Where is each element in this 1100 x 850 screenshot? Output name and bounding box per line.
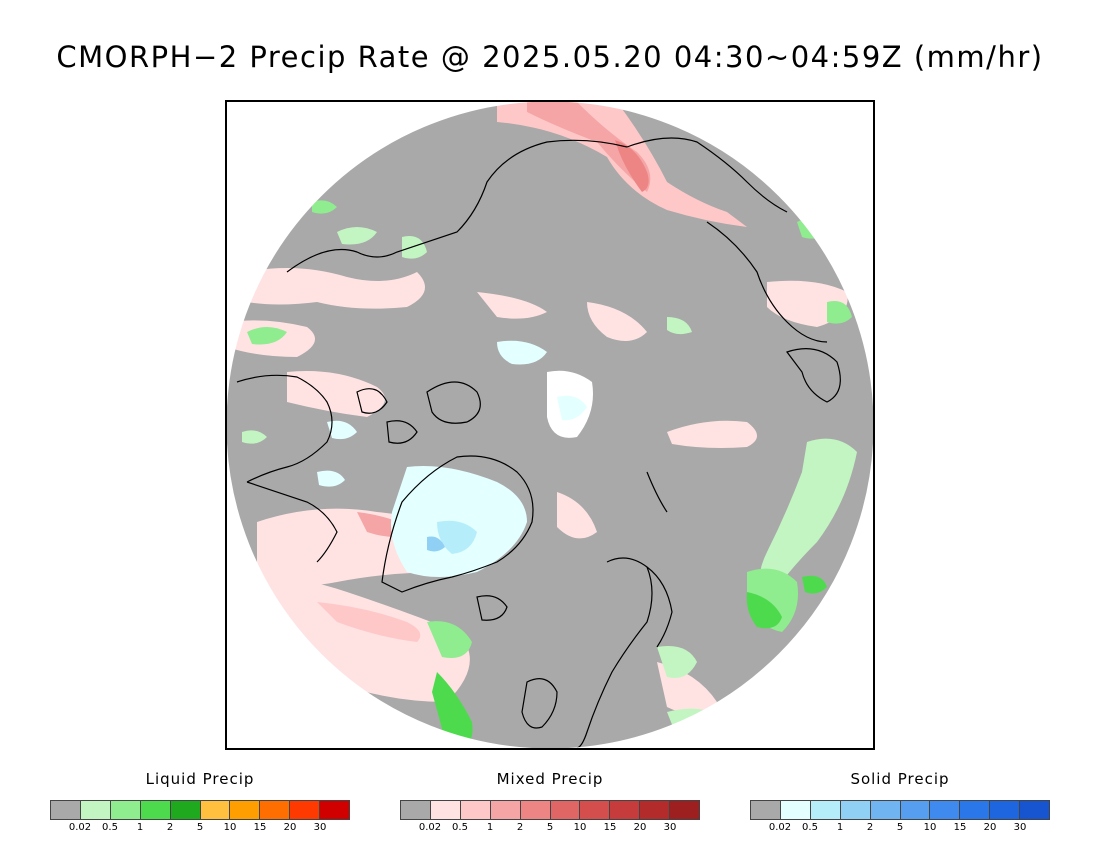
precip-map-canvas	[227, 102, 873, 748]
legend-swatch	[170, 801, 201, 819]
legend-tick-label: 0.02	[68, 822, 92, 833]
legend-tick-label: 2	[866, 822, 874, 833]
legend-title: Mixed Precip	[496, 770, 604, 788]
legend-tick-label: 10	[573, 822, 587, 833]
legend-tick-label: 0.5	[452, 822, 468, 833]
legend-tick-label: 20	[283, 822, 297, 833]
legend-swatch	[870, 801, 901, 819]
coastlines	[236, 137, 868, 748]
legend-tick-label: 30	[313, 822, 327, 833]
legend-ticks: 0.02 0.5 1 2 5 10 15 20 30	[750, 822, 1050, 836]
legend-swatch	[960, 801, 991, 819]
legend-tick-label: 0.5	[802, 822, 818, 833]
legend-tick-label: 30	[663, 822, 677, 833]
legend-swatch	[460, 801, 491, 819]
legend-title: Liquid Precip	[145, 770, 255, 788]
legend-swatch	[490, 801, 521, 819]
legend-tick-label: 2	[516, 822, 524, 833]
legend-swatch	[550, 801, 581, 819]
legend-color-bar	[750, 800, 1050, 820]
legend-tick-label: 20	[633, 822, 647, 833]
legend-tick-label: 5	[896, 822, 904, 833]
legend-ticks: 0.02 0.5 1 2 5 10 15 20 30	[50, 822, 350, 836]
legend-tick-label: 10	[223, 822, 237, 833]
map-disc	[227, 102, 873, 748]
legend-ticks: 0.02 0.5 1 2 5 10 15 20 30	[400, 822, 700, 836]
legend-swatch	[200, 801, 231, 819]
legend-tick-label: 2	[166, 822, 174, 833]
polar-map	[225, 100, 875, 750]
legend-swatch	[1020, 801, 1050, 819]
legend-tick-label: 0.5	[102, 822, 118, 833]
legend-title: Solid Precip	[850, 770, 950, 788]
legend-swatch	[430, 801, 461, 819]
legend-swatch	[230, 801, 261, 819]
map-title: CMORPH−2 Precip Rate @ 2025.05.20 04:30~…	[56, 40, 1044, 74]
legend-tick-label: 15	[603, 822, 617, 833]
legend-swatch	[840, 801, 871, 819]
legend-swatch	[80, 801, 111, 819]
legend-swatch	[990, 801, 1021, 819]
mixed-precip-legend: Mixed Precip 0.02 0.5 1 2 5 10 15 20 30	[400, 770, 700, 836]
legend-swatch	[751, 801, 781, 819]
legend-swatch	[110, 801, 141, 819]
legend-tick-label: 1	[136, 822, 144, 833]
legend-color-bar	[400, 800, 700, 820]
legend-swatch	[780, 801, 811, 819]
legend-swatch	[140, 801, 171, 819]
legend-tick-label: 0.02	[768, 822, 792, 833]
legend-swatch	[580, 801, 611, 819]
legend-swatch	[260, 801, 291, 819]
legend-tick-label: 0.02	[418, 822, 442, 833]
legend-tick-label: 20	[983, 822, 997, 833]
legend-tick-label: 5	[196, 822, 204, 833]
legend-tick-label: 10	[923, 822, 937, 833]
legend-swatch	[670, 801, 700, 819]
legend-swatch	[320, 801, 350, 819]
legend-tick-label: 15	[253, 822, 267, 833]
legend-tick-label: 30	[1013, 822, 1027, 833]
legend-swatch	[520, 801, 551, 819]
solid-precip-legend: Solid Precip 0.02 0.5 1 2 5 10 15 20 30	[750, 770, 1050, 836]
legend-tick-label: 1	[486, 822, 494, 833]
solid-precip-regions	[317, 340, 593, 577]
legend-color-bar	[50, 800, 350, 820]
legend-tick-label: 1	[836, 822, 844, 833]
legend-tick-label: 5	[546, 822, 554, 833]
legend-tick-label: 15	[953, 822, 967, 833]
liquid-precip-legend: Liquid Precip 0.02 0.5 1 2 5 10 15 20 30	[50, 770, 350, 836]
legend-swatch	[640, 801, 671, 819]
legend-swatch	[290, 801, 321, 819]
legend-swatch	[51, 801, 81, 819]
legend-swatch	[900, 801, 931, 819]
legend-swatch	[930, 801, 961, 819]
legend-swatch	[610, 801, 641, 819]
legend-swatch	[810, 801, 841, 819]
liquid-precip-regions	[242, 161, 857, 748]
legend-swatch	[401, 801, 431, 819]
